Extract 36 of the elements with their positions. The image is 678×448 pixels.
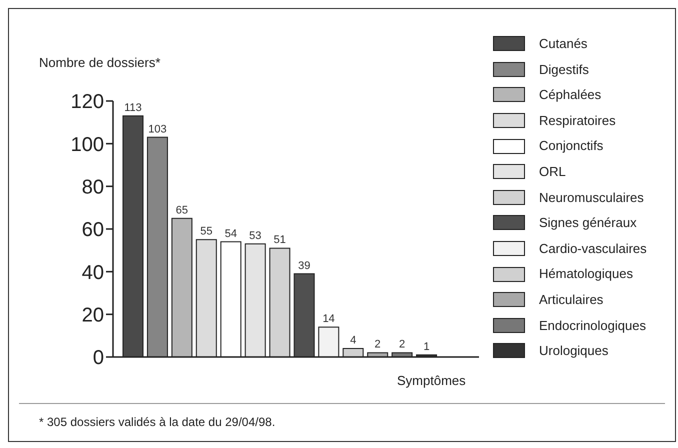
- legend-label: Conjonctifs: [539, 137, 604, 156]
- data-label: 65: [176, 204, 188, 216]
- data-label: 2: [374, 338, 381, 351]
- legend-label: Cutanés: [539, 35, 588, 53]
- legend-label: Cardio-vasculaires: [539, 240, 647, 258]
- data-label: 1: [423, 340, 430, 353]
- data-label: 4: [350, 334, 356, 346]
- y-tick-label: 20: [82, 304, 104, 326]
- data-label: 14: [322, 313, 335, 326]
- y-tick-label: 100: [70, 134, 104, 156]
- y-tick-label: 40: [82, 262, 104, 284]
- legend-label: Urologiques: [539, 342, 608, 360]
- data-label: 51: [274, 234, 286, 246]
- legend-label: Hématologiques: [539, 265, 633, 284]
- data-label: 53: [249, 230, 262, 242]
- legend-label: Articulaires: [539, 290, 604, 309]
- legend-label: ORL: [539, 162, 566, 181]
- legend-label: Signes généraux: [539, 214, 637, 232]
- legend-label: Digestifs: [539, 60, 589, 79]
- legend-label: Céphalées: [539, 86, 602, 104]
- y-axis-title: Nombre de dossiers*: [39, 55, 160, 70]
- y-tick-label: 0: [92, 347, 104, 370]
- data-label: 2: [399, 338, 406, 351]
- x-axis-title: Symptômes: [397, 373, 466, 388]
- legend-label: Neuromusculaires: [539, 188, 644, 207]
- y-tick-label: 60: [82, 219, 104, 242]
- legend-label: Respiratoires: [539, 112, 616, 130]
- data-label: 113: [124, 102, 142, 114]
- data-label: 55: [200, 226, 213, 238]
- legend-label: Endocrinologiques: [539, 316, 646, 335]
- data-label: 54: [224, 228, 237, 240]
- y-tick-label: 80: [82, 176, 104, 198]
- data-label: 39: [298, 260, 310, 272]
- y-tick-label: 120: [70, 91, 104, 114]
- data-label: 103: [148, 123, 167, 136]
- text: * 305 dossiers validés à la date du 29/04/98.: [39, 415, 276, 429]
